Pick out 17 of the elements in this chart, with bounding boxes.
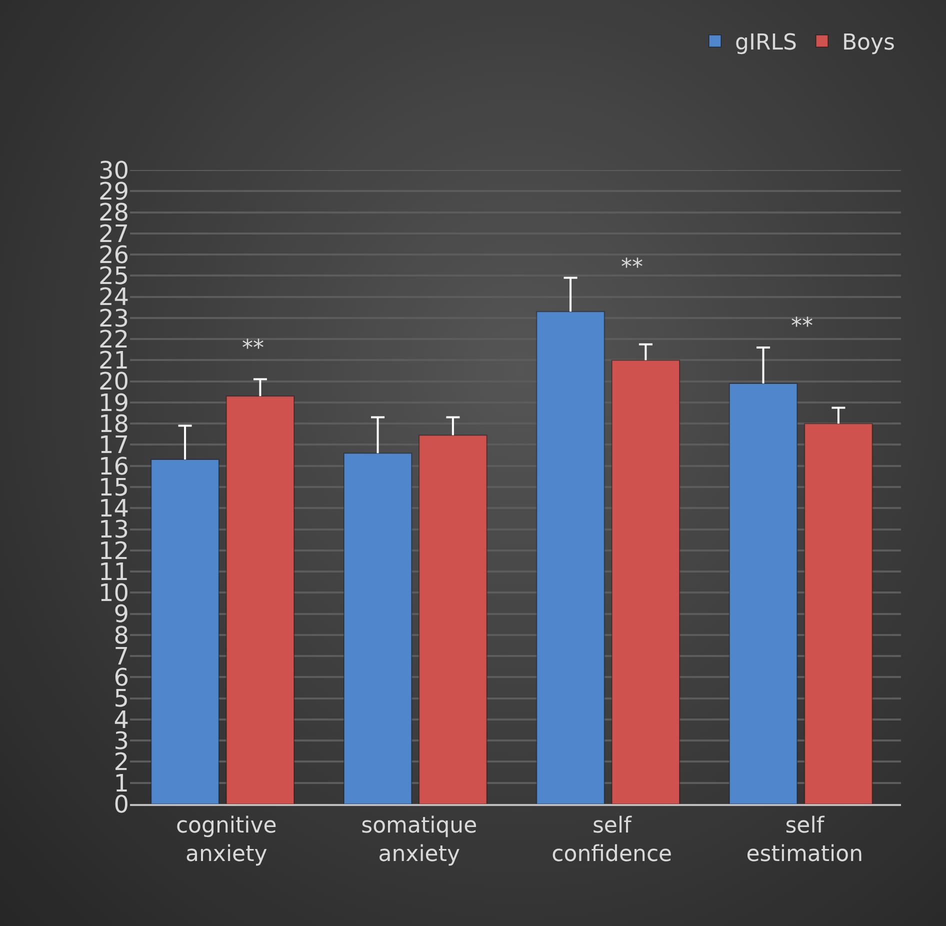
bar [728,382,798,804]
bar [343,452,412,804]
annotation: ** [621,255,643,280]
annotation: ** [791,314,813,339]
bar [804,423,873,804]
bar [150,459,220,804]
x-tick-label: somatique anxiety [361,813,478,867]
x-tick-label: cognitive anxiety [176,813,277,867]
legend-label: gIRLS [735,30,797,56]
annotation: ** [242,336,264,361]
bar [418,434,488,804]
x-tick-label: self estimation [746,813,864,867]
bar [611,360,680,804]
bar [226,396,295,804]
bar [536,311,605,804]
x-tick-label: self confidence [552,813,672,867]
legend-label: Boys [842,30,896,56]
